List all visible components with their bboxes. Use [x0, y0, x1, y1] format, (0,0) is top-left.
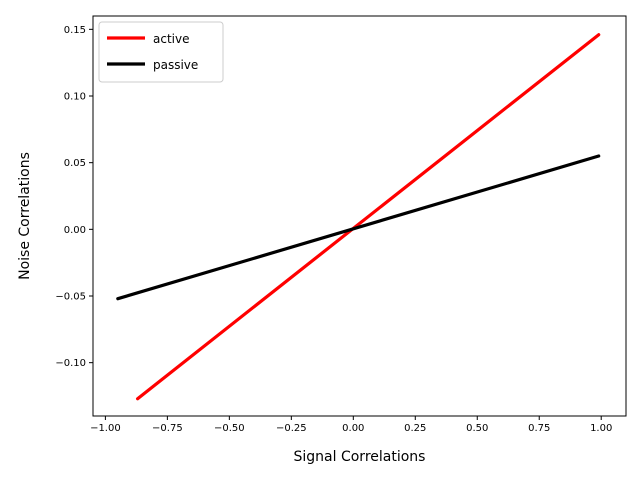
x-tick-label: 0.75 — [528, 423, 550, 434]
x-tick-label: 0.50 — [466, 423, 488, 434]
x-tick-label: −0.50 — [214, 423, 245, 434]
y-tick-label: −0.05 — [55, 292, 86, 303]
legend-items: active passive — [107, 32, 198, 72]
series-layer — [116, 33, 601, 401]
x-tick-label: 0.25 — [404, 423, 426, 434]
x-tick-label: −1.00 — [90, 423, 121, 434]
plot-frame — [92, 15, 627, 417]
y-axis-ticks: −0.10 −0.05 0.00 0.05 0.10 0.15 — [55, 25, 93, 369]
x-axis-ticks: −1.00 −0.75 −0.50 −0.25 0.00 0.25 0.50 0.75 1.00 — [90, 416, 612, 434]
x-tick-label: 1.00 — [590, 423, 612, 434]
legend-label-active: active — [153, 32, 189, 46]
legend: active passive — [98, 21, 224, 83]
x-tick-label: −0.75 — [152, 423, 183, 434]
x-axis-label: Signal Correlations — [294, 449, 426, 465]
y-tick-label: 0.00 — [64, 225, 86, 236]
plot-area: −1.00 −0.75 −0.50 −0.25 0.00 0.25 0.50 0.75 1.00… — [55, 15, 627, 434]
y-tick-label: 0.10 — [64, 92, 86, 103]
series-line-passive — [116, 154, 601, 301]
x-tick-label: −0.25 — [276, 423, 307, 434]
legend-label-passive: passive — [153, 58, 198, 72]
x-tick-label: 0.00 — [342, 423, 364, 434]
y-tick-label: 0.05 — [64, 158, 86, 169]
y-axis-label: Noise Correlations — [17, 152, 33, 280]
y-tick-label: −0.10 — [55, 358, 86, 369]
series-line-active — [136, 33, 601, 401]
legend-box — [98, 21, 224, 83]
y-tick-label: 0.15 — [64, 25, 86, 36]
